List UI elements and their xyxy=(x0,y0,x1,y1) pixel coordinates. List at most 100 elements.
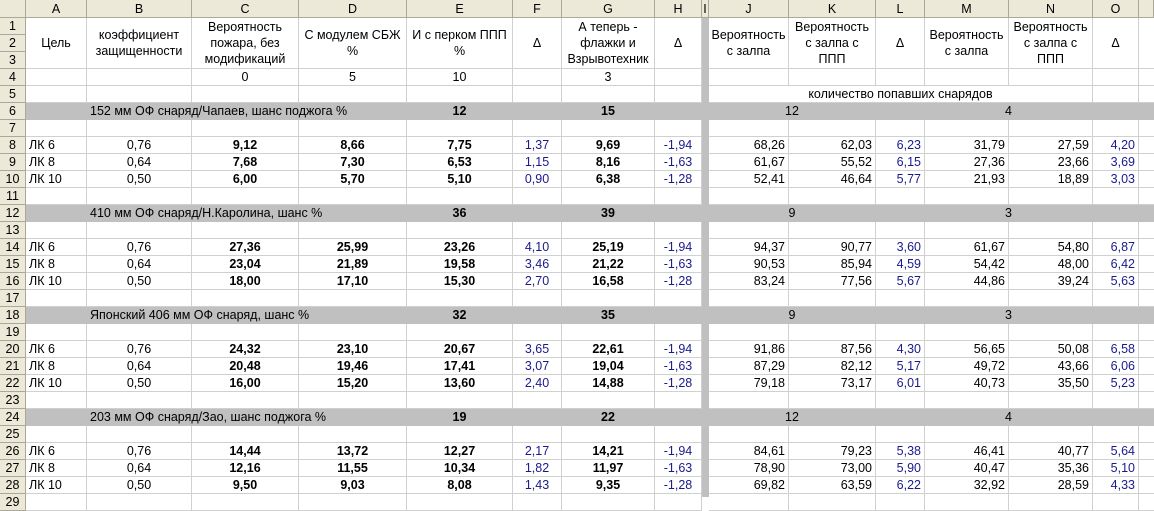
empty-cell[interactable] xyxy=(925,392,1009,409)
value-C[interactable]: 14,44 xyxy=(192,443,299,460)
target-name[interactable]: ЛК 10 xyxy=(26,273,87,290)
value-J[interactable]: 83,24 xyxy=(709,273,789,290)
value-E[interactable]: 10,34 xyxy=(407,460,513,477)
value-G[interactable]: 14,88 xyxy=(562,375,655,392)
header-M[interactable]: Вероятность с залпа xyxy=(925,18,1009,69)
empty-cell[interactable] xyxy=(789,324,876,341)
value-H[interactable]: -1,63 xyxy=(655,460,702,477)
value-O[interactable]: 5,64 xyxy=(1093,443,1139,460)
value-J[interactable]: 94,37 xyxy=(709,239,789,256)
row-header-6[interactable]: 6 xyxy=(0,103,26,120)
value-H[interactable]: -1,28 xyxy=(655,375,702,392)
group-title[interactable]: 152 мм ОФ снаряд/Чапаев, шанс поджога % xyxy=(87,103,407,120)
column-header-I[interactable]: I xyxy=(702,0,709,18)
value-F[interactable]: 3,65 xyxy=(513,341,562,358)
row-header-13[interactable]: 13 xyxy=(0,222,26,239)
empty-cell[interactable] xyxy=(87,222,192,239)
empty-cell[interactable] xyxy=(1093,290,1139,307)
value-N[interactable]: 43,66 xyxy=(1009,358,1093,375)
header-A[interactable]: Цель xyxy=(26,18,87,69)
empty-cell[interactable] xyxy=(407,290,513,307)
value-D[interactable]: 17,10 xyxy=(299,273,407,290)
empty-cell[interactable] xyxy=(1139,358,1154,375)
value-M[interactable]: 49,72 xyxy=(925,358,1009,375)
value-C[interactable]: 12,16 xyxy=(192,460,299,477)
empty-cell[interactable] xyxy=(87,324,192,341)
value-H[interactable]: -1,94 xyxy=(655,137,702,154)
value-M[interactable]: 27,36 xyxy=(925,154,1009,171)
value-F[interactable]: 1,15 xyxy=(513,154,562,171)
target-name[interactable]: ЛК 8 xyxy=(26,154,87,171)
value-G[interactable]: 16,58 xyxy=(562,273,655,290)
empty-cell[interactable] xyxy=(1139,443,1154,460)
empty-cell[interactable] xyxy=(655,426,702,443)
empty-cell[interactable] xyxy=(1093,86,1139,103)
param-A[interactable] xyxy=(26,69,87,86)
empty-cell[interactable] xyxy=(407,86,513,103)
empty-cell[interactable] xyxy=(513,290,562,307)
value-O[interactable]: 4,33 xyxy=(1093,477,1139,494)
empty-cell[interactable] xyxy=(789,290,876,307)
value-C[interactable]: 6,00 xyxy=(192,171,299,188)
value-L[interactable]: 5,77 xyxy=(876,171,925,188)
value-E[interactable]: 20,67 xyxy=(407,341,513,358)
column-header-O[interactable]: O xyxy=(1093,0,1139,18)
value-E[interactable]: 15,30 xyxy=(407,273,513,290)
value-H[interactable]: -1,63 xyxy=(655,256,702,273)
value-B[interactable]: 0,50 xyxy=(87,273,192,290)
value-G[interactable]: 19,04 xyxy=(562,358,655,375)
value-B[interactable]: 0,76 xyxy=(87,341,192,358)
value-L[interactable]: 4,59 xyxy=(876,256,925,273)
empty-cell[interactable] xyxy=(1009,188,1093,205)
row-header-16[interactable]: 16 xyxy=(0,273,26,290)
value-D[interactable]: 11,55 xyxy=(299,460,407,477)
value-L[interactable]: 6,01 xyxy=(876,375,925,392)
empty-cell[interactable] xyxy=(1093,120,1139,137)
value-K[interactable]: 85,94 xyxy=(789,256,876,273)
value-D[interactable]: 5,70 xyxy=(299,171,407,188)
empty-cell[interactable] xyxy=(876,188,925,205)
value-K[interactable]: 62,03 xyxy=(789,137,876,154)
row-header-7[interactable]: 7 xyxy=(0,120,26,137)
group-chance-g[interactable]: 22 xyxy=(562,409,655,426)
value-J[interactable]: 84,61 xyxy=(709,443,789,460)
column-header-H[interactable]: H xyxy=(655,0,702,18)
param-M[interactable] xyxy=(925,69,1009,86)
value-C[interactable]: 24,32 xyxy=(192,341,299,358)
value-N[interactable]: 35,36 xyxy=(1009,460,1093,477)
value-F[interactable]: 0,90 xyxy=(513,171,562,188)
param-G[interactable]: 3 xyxy=(562,69,655,86)
value-K[interactable]: 63,59 xyxy=(789,477,876,494)
column-header-F[interactable]: F xyxy=(513,0,562,18)
empty-cell[interactable] xyxy=(1093,392,1139,409)
header-O[interactable]: Δ xyxy=(1093,18,1139,69)
row-header-24[interactable]: 24 xyxy=(0,409,26,426)
value-K[interactable]: 73,00 xyxy=(789,460,876,477)
empty-cell[interactable] xyxy=(925,188,1009,205)
empty-cell[interactable] xyxy=(299,188,407,205)
empty-cell[interactable] xyxy=(1009,120,1093,137)
empty-cell[interactable] xyxy=(1009,222,1093,239)
empty-cell[interactable] xyxy=(1139,188,1154,205)
value-F[interactable]: 3,46 xyxy=(513,256,562,273)
param-K[interactable] xyxy=(789,69,876,86)
value-M[interactable]: 56,65 xyxy=(925,341,1009,358)
empty-cell[interactable] xyxy=(407,426,513,443)
empty-cell[interactable] xyxy=(1009,324,1093,341)
value-N[interactable]: 50,08 xyxy=(1009,341,1093,358)
param-J[interactable] xyxy=(709,69,789,86)
value-J[interactable]: 87,29 xyxy=(709,358,789,375)
value-B[interactable]: 0,50 xyxy=(87,477,192,494)
group-hits-mn[interactable]: 3 xyxy=(925,205,1093,222)
param-C[interactable]: 0 xyxy=(192,69,299,86)
value-L[interactable]: 3,60 xyxy=(876,239,925,256)
empty-cell[interactable] xyxy=(925,290,1009,307)
target-name[interactable]: ЛК 8 xyxy=(26,358,87,375)
empty-cell[interactable] xyxy=(876,222,925,239)
group-chance-g[interactable]: 35 xyxy=(562,307,655,324)
value-N[interactable]: 54,80 xyxy=(1009,239,1093,256)
empty-cell[interactable] xyxy=(87,188,192,205)
value-F[interactable]: 1,37 xyxy=(513,137,562,154)
column-header-N[interactable]: N xyxy=(1009,0,1093,18)
value-O[interactable]: 5,10 xyxy=(1093,460,1139,477)
